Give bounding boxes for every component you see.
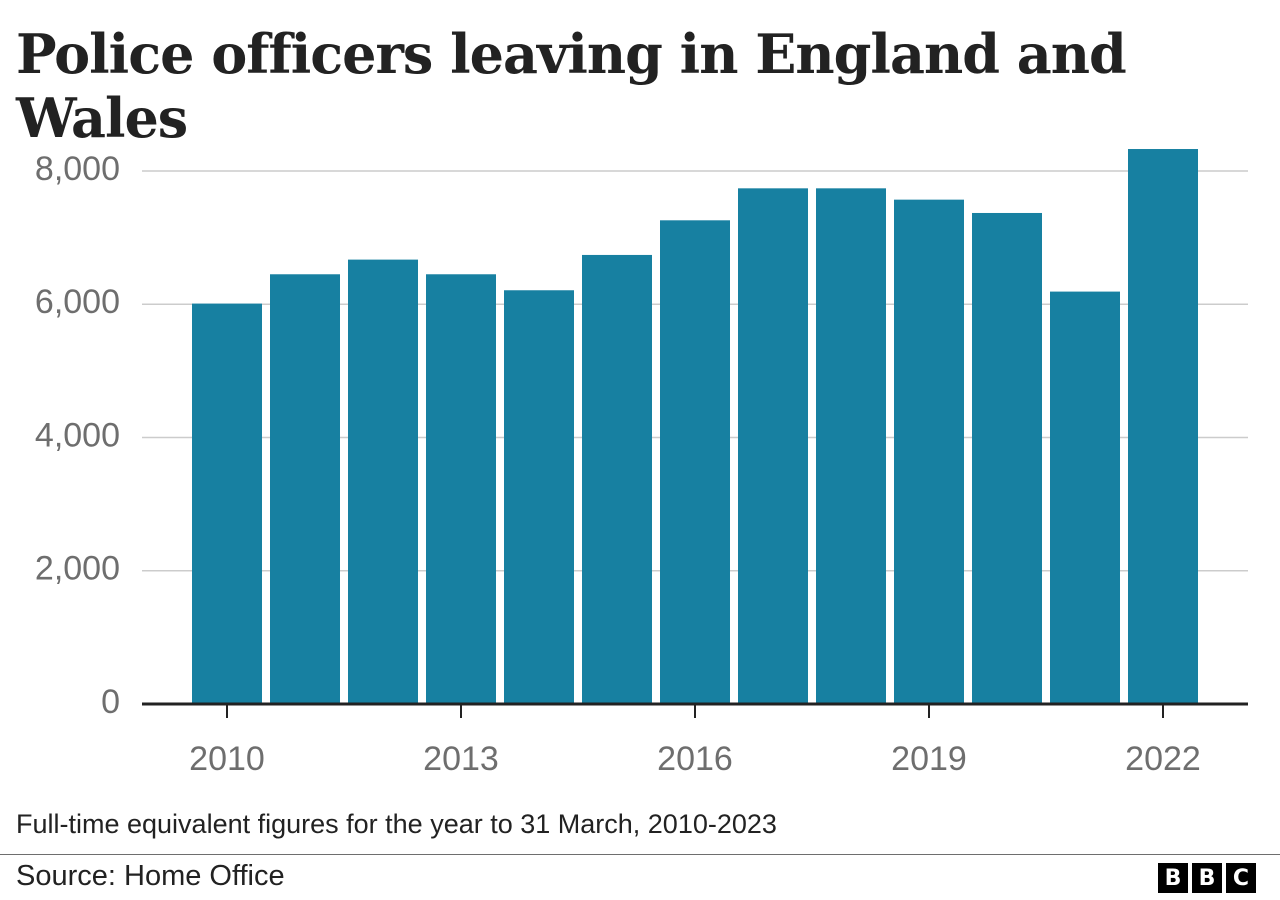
bar xyxy=(738,188,808,704)
bar xyxy=(348,259,418,704)
bars xyxy=(192,149,1198,705)
y-tick-label: 2,000 xyxy=(35,550,120,588)
bar xyxy=(582,254,652,704)
chart-note: Full-time equivalent figures for the yea… xyxy=(16,809,777,839)
bar xyxy=(816,188,886,704)
chart-title: Police officers leaving in England and W… xyxy=(16,22,1127,150)
x-tick-label: 2013 xyxy=(423,740,499,778)
footer-divider xyxy=(0,854,1280,855)
logo-letter: C xyxy=(1226,863,1256,893)
logo-letter: B xyxy=(1158,863,1188,893)
bar xyxy=(504,290,574,704)
y-tick-label: 8,000 xyxy=(35,150,120,188)
logo-letter: B xyxy=(1192,863,1222,893)
bar xyxy=(426,274,496,704)
x-tick-label: 2022 xyxy=(1125,740,1201,778)
bar xyxy=(972,212,1042,704)
bar xyxy=(894,199,964,704)
bar xyxy=(192,303,262,704)
x-tick-label: 2010 xyxy=(189,740,265,778)
y-tick-label: 0 xyxy=(101,683,120,721)
y-axis-ticks: 0 2,000 4,000 6,000 8,000 xyxy=(35,150,120,721)
y-tick-label: 4,000 xyxy=(35,416,120,454)
bar xyxy=(270,274,340,704)
x-tick-label: 2019 xyxy=(891,740,967,778)
x-axis-ticks: 2010 2013 2016 2019 2022 xyxy=(189,704,1201,778)
source-label: Source: Home Office xyxy=(16,860,285,892)
bar xyxy=(1128,149,1198,705)
y-tick-label: 6,000 xyxy=(35,283,120,321)
bbc-logo: B B C xyxy=(1158,863,1256,893)
bar xyxy=(1050,291,1120,704)
x-tick-label: 2016 xyxy=(657,740,733,778)
bar xyxy=(660,220,730,705)
